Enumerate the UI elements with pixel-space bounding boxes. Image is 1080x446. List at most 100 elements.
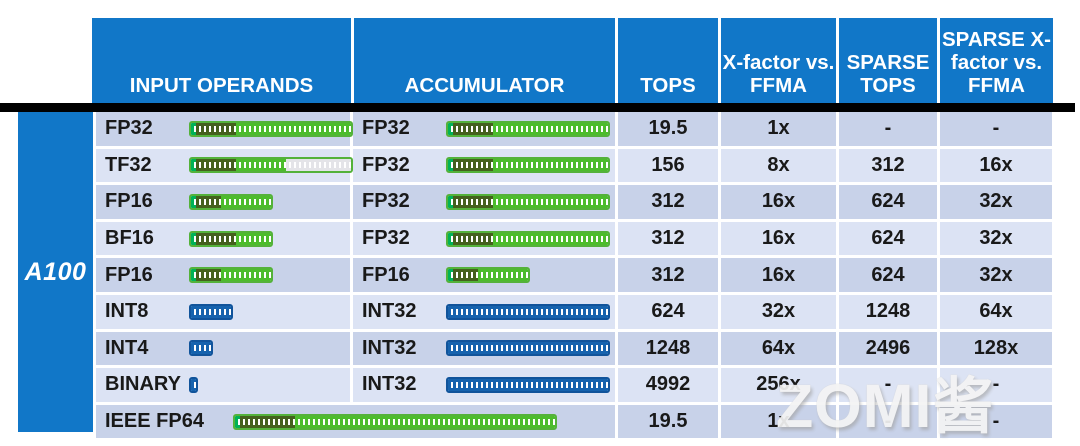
header-label: TOPS: [640, 74, 696, 97]
cell-format: IEEE FP64: [96, 404, 615, 439]
bit-bar: [446, 376, 610, 393]
bit-segment-mant: [478, 269, 528, 282]
table-row: FP16 FP32 312 16x 624 32x: [96, 185, 1053, 219]
bit-segment-exp: [453, 122, 493, 135]
table-body: FP32 FP32 19.5 1x - - TF32 FP32 156 8x 312 16x FP16 F…: [96, 112, 1053, 441]
bit-segment-exp: [196, 159, 236, 172]
cell-sparse-tops-value: -: [884, 410, 892, 433]
bit-segment-exp: [453, 232, 493, 245]
bit-segment-mant: [295, 415, 555, 428]
bit-bar: [189, 120, 353, 137]
table-row: IEEE FP64 19.5 1x - -: [96, 404, 1053, 439]
cell-sparse-xfactor: 32x: [940, 185, 1052, 219]
bit-segment-mant: [493, 232, 608, 245]
cell-tops-value: 312: [651, 263, 685, 286]
bit-bar: [189, 193, 273, 210]
cell-sparse-xfactor: -: [940, 368, 1052, 402]
table-row: FP32 FP32 19.5 1x - -: [96, 112, 1053, 146]
cell-sparse-xfactor: -: [940, 404, 1052, 439]
cell-format: BF16: [96, 221, 350, 256]
cell-sparse-xfactor-value: -: [992, 373, 1000, 396]
format-label: IEEE FP64: [105, 410, 204, 433]
cell-sparse-tops: 624: [839, 221, 937, 256]
bit-segment-sign: [191, 269, 196, 282]
cell-sparse-tops: -: [839, 404, 937, 439]
bit-segment-mant: [221, 269, 271, 282]
cell-sparse-tops: 624: [839, 258, 937, 292]
bit-bar: [446, 340, 610, 357]
cell-tops-value: 19.5: [648, 410, 688, 433]
cell-sparse-tops-value: 312: [871, 153, 905, 176]
bit-segment-mant: [236, 232, 271, 245]
cell-sparse-tops-value: -: [884, 373, 892, 396]
cell-sparse-xfactor-value: 64x: [979, 300, 1013, 323]
cell-xfactor-value: 1x: [767, 410, 790, 433]
cell-format: FP16: [96, 258, 350, 292]
format-label: BINARY: [105, 373, 181, 396]
cell-xfactor-value: 256x: [756, 373, 801, 396]
cell-tops: 312: [618, 185, 718, 219]
bit-bar: [189, 303, 233, 320]
bit-segment-sign: [448, 122, 453, 135]
bit-segment-int: [191, 378, 196, 391]
cell-xfactor-value: 32x: [761, 300, 796, 323]
cell-sparse-xfactor-value: 32x: [979, 190, 1013, 213]
bit-segment-int: [191, 342, 211, 355]
bit-segment-exp: [453, 159, 493, 172]
bit-bar: [446, 193, 610, 210]
header-label: ACCUMULATOR: [404, 74, 565, 97]
format-label: BF16: [105, 227, 154, 250]
cell-sparse-tops: 1248: [839, 294, 937, 329]
cell-sparse-tops-value: -: [884, 117, 892, 140]
cell-xfactor: 1x: [721, 112, 836, 146]
format-label: INT4: [105, 336, 149, 359]
format-label: INT32: [362, 300, 417, 323]
cell-format: INT32: [353, 368, 615, 402]
cell-sparse-xfactor: -: [940, 112, 1052, 146]
bit-segment-exp: [196, 122, 236, 135]
cell-sparse-xfactor: 16x: [940, 148, 1052, 183]
cell-tops-value: 19.5: [648, 117, 688, 140]
cell-tops-value: 4992: [645, 373, 691, 396]
cell-tops: 1248: [618, 331, 718, 366]
header-cell-tops: TOPS: [618, 18, 718, 104]
cell-sparse-xfactor-value: 128x: [973, 336, 1019, 359]
bit-segment-mant: [236, 159, 286, 172]
format-label: FP32: [105, 117, 153, 140]
cell-tops-value: 312: [651, 227, 685, 250]
cell-tops-value: 312: [651, 190, 685, 213]
cell-format: INT32: [353, 294, 615, 329]
bit-segment-int: [448, 378, 608, 391]
cell-tops: 156: [618, 148, 718, 183]
cell-sparse-tops: -: [839, 112, 937, 146]
cell-tops-value: 1248: [645, 336, 691, 359]
bit-segment-exp: [240, 415, 295, 428]
bit-segment-mant: [493, 195, 608, 208]
cell-xfactor-value: 64x: [761, 336, 796, 359]
bit-segment-sign: [191, 232, 196, 245]
cell-format: FP32: [353, 185, 615, 219]
cell-format: FP32: [96, 112, 353, 146]
bit-segment-sign: [448, 159, 453, 172]
bit-segment-unused: [286, 159, 351, 172]
format-label: FP32: [362, 190, 410, 213]
cell-tops-value: 624: [651, 300, 685, 323]
bit-segment-exp: [453, 195, 493, 208]
header-label: SPARSE TOPS: [846, 51, 930, 97]
format-label: INT8: [105, 300, 149, 323]
header-label: X-factor vs. FFMA: [722, 51, 835, 97]
cell-sparse-tops-value: 624: [871, 190, 905, 213]
header-label: SPARSE X-factor vs. FFMA: [942, 28, 1051, 97]
header-cell-accumulator: ACCUMULATOR: [354, 18, 615, 104]
cell-format: INT8: [96, 294, 350, 329]
cell-sparse-tops: -: [839, 368, 937, 402]
format-label: INT32: [362, 373, 417, 396]
cell-xfactor-value: 16x: [761, 263, 796, 286]
header-divider-line: [0, 103, 1075, 112]
cell-sparse-tops: 312: [839, 148, 937, 183]
cell-xfactor: 32x: [721, 294, 836, 329]
cell-tops: 19.5: [618, 112, 718, 146]
table-row: INT4 INT32 1248 64x 2496 128x: [96, 331, 1053, 366]
cell-xfactor-value: 8x: [767, 153, 790, 176]
table-row: BINARY INT32 4992 256x - -: [96, 368, 1053, 402]
